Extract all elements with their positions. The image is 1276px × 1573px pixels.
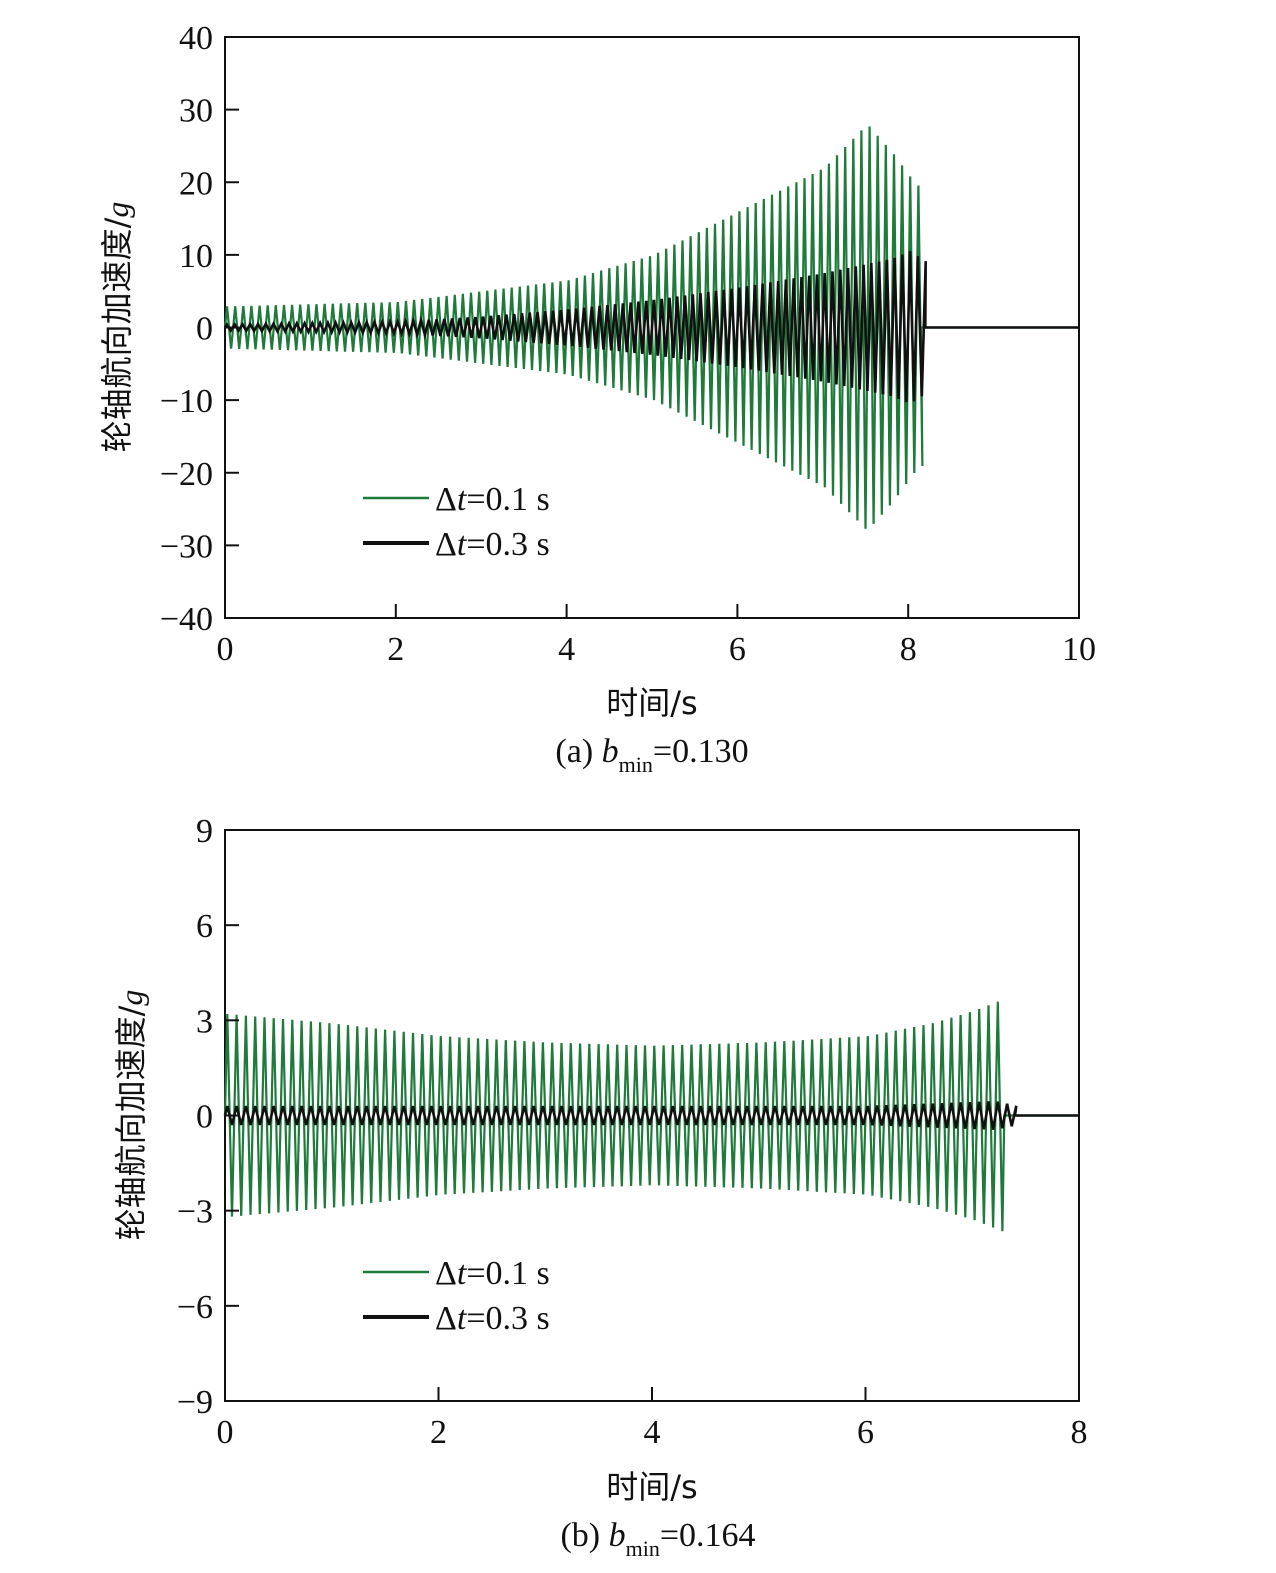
y-tick-label: 6 bbox=[196, 908, 213, 945]
y-tick-label: 9 bbox=[196, 813, 213, 850]
x-tick-label: 8 bbox=[900, 631, 917, 668]
series-layer bbox=[223, 1001, 1079, 1232]
legend-label: Δt=0.1 s bbox=[435, 1255, 550, 1292]
y-tick-label: −3 bbox=[177, 1194, 213, 1231]
x-tick-label: 6 bbox=[729, 631, 746, 668]
x-tick-label: 0 bbox=[217, 1414, 234, 1451]
y-tick-label: 3 bbox=[196, 1003, 213, 1040]
y-tick-label: 40 bbox=[179, 20, 213, 57]
y-tick-label: −40 bbox=[160, 601, 213, 638]
legend-label: Δt=0.3 s bbox=[435, 526, 550, 563]
y-tick-label: 0 bbox=[196, 311, 213, 348]
chart-panel-b: 0 2 4 6 8 9 6 3 0 −3 −6 −9 Δt=0.1 s Δt=0.3 s 时间/s 轮轴… bbox=[112, 813, 1088, 1561]
legend: Δt=0.1 s Δt=0.3 s bbox=[363, 481, 550, 563]
legend: Δt=0.1 s Δt=0.3 s bbox=[363, 1255, 550, 1337]
y-tick-label: 20 bbox=[179, 165, 213, 202]
x-tick-label: 4 bbox=[558, 631, 575, 668]
y-tick-label: −10 bbox=[160, 383, 213, 420]
y-axis-label: 轮轴航向加速度/g bbox=[98, 202, 136, 453]
x-tick-label: 4 bbox=[644, 1414, 661, 1451]
x-tick-label: 8 bbox=[1071, 1414, 1088, 1451]
y-tick-label: 0 bbox=[196, 1099, 213, 1136]
x-tick-label: 2 bbox=[387, 631, 404, 668]
y-tick-label: −6 bbox=[177, 1289, 213, 1326]
y-tick-label: −30 bbox=[160, 528, 213, 565]
x-axis-label: 时间/s bbox=[606, 684, 697, 722]
x-tick-label: 6 bbox=[857, 1414, 874, 1451]
y-tick-label: −9 bbox=[177, 1384, 213, 1421]
series-line-0 bbox=[223, 1001, 1079, 1232]
series-line-1 bbox=[223, 251, 1079, 403]
panel-caption: (b) bmin=0.164 bbox=[560, 1517, 755, 1561]
y-tick-label: −20 bbox=[160, 456, 213, 493]
legend-label: Δt=0.3 s bbox=[435, 1300, 550, 1337]
series-line-0 bbox=[223, 126, 1079, 529]
tick-layer: 0 2 4 6 8 10 40 30 20 10 0 −10 −20 −30 −40 bbox=[160, 20, 1096, 668]
tick-layer: 0 2 4 6 8 9 6 3 0 −3 −6 −9 bbox=[177, 813, 1088, 1451]
x-tick-label: 0 bbox=[217, 631, 234, 668]
panel-caption: (a) bmin=0.130 bbox=[555, 733, 748, 777]
y-axis-label: 轮轴航向加速度/g bbox=[112, 990, 150, 1241]
legend-label: Δt=0.1 s bbox=[435, 481, 550, 518]
x-tick-label: 2 bbox=[430, 1414, 447, 1451]
series-line-1 bbox=[223, 1101, 1079, 1130]
series-layer bbox=[223, 126, 1079, 529]
x-axis-label: 时间/s bbox=[606, 1468, 697, 1506]
x-tick-label: 10 bbox=[1062, 631, 1096, 668]
y-tick-label: 30 bbox=[179, 93, 213, 130]
y-tick-label: 10 bbox=[179, 238, 213, 275]
